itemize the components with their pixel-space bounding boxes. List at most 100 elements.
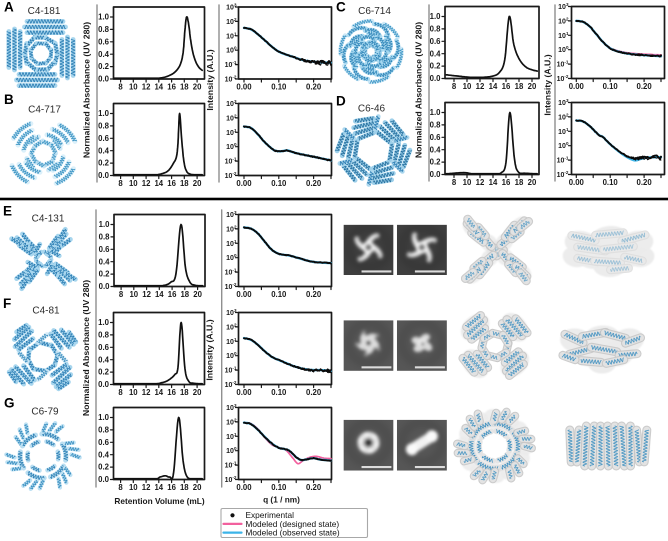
svg-text:0.6: 0.6 (98, 438, 110, 447)
svg-text:B: B (4, 92, 14, 107)
svg-text:16: 16 (167, 388, 176, 397)
svg-text:1.0: 1.0 (98, 318, 110, 327)
svg-text:0.2: 0.2 (98, 463, 110, 472)
svg-text:10-2: 10-2 (225, 171, 237, 180)
svg-text:14: 14 (154, 179, 163, 188)
svg-text:12: 12 (476, 82, 485, 91)
svg-text:100: 100 (226, 46, 237, 55)
svg-text:8: 8 (118, 483, 123, 492)
svg-text:103: 103 (226, 403, 237, 412)
svg-text:0.00: 0.00 (569, 82, 585, 91)
svg-text:16: 16 (167, 483, 176, 492)
svg-text:0.6: 0.6 (98, 37, 110, 46)
svg-text:14: 14 (489, 82, 498, 91)
svg-text:0.0: 0.0 (98, 475, 110, 484)
svg-text:0.0: 0.0 (430, 74, 442, 83)
svg-text:Experimental: Experimental (246, 510, 295, 520)
svg-text:102: 102 (226, 224, 237, 233)
svg-text:0.10: 0.10 (271, 290, 287, 299)
svg-text:Intensity (A.U.): Intensity (A.U.) (543, 54, 553, 115)
svg-text:102: 102 (226, 113, 237, 122)
svg-text:0.4: 0.4 (99, 257, 111, 266)
svg-text:16: 16 (167, 179, 176, 188)
svg-text:Intensity (A.U.): Intensity (A.U.) (205, 319, 215, 380)
svg-text:Normalized Absorbance (UV 280): Normalized Absorbance (UV 280) (81, 280, 91, 416)
svg-text:0.0: 0.0 (98, 75, 110, 84)
svg-text:100: 100 (558, 45, 569, 54)
svg-text:10-1: 10-1 (225, 461, 237, 470)
svg-text:0.10: 0.10 (271, 179, 287, 188)
svg-text:0.6: 0.6 (98, 343, 110, 352)
svg-text:14: 14 (489, 178, 498, 187)
svg-text:102: 102 (226, 17, 237, 26)
svg-text:A: A (4, 0, 14, 15)
svg-text:102: 102 (226, 322, 237, 331)
svg-text:8: 8 (118, 388, 123, 397)
svg-text:0.2: 0.2 (430, 158, 442, 167)
svg-text:8: 8 (118, 83, 123, 92)
svg-text:18: 18 (180, 388, 189, 397)
svg-text:102: 102 (558, 16, 569, 25)
svg-text:103: 103 (558, 98, 569, 107)
svg-text:0.20: 0.20 (637, 82, 653, 91)
svg-text:20: 20 (193, 179, 202, 188)
svg-text:102: 102 (226, 417, 237, 426)
svg-text:F: F (3, 296, 11, 311)
svg-text:1.0: 1.0 (99, 220, 111, 229)
svg-text:0.2: 0.2 (98, 368, 110, 377)
svg-text:0.4: 0.4 (430, 49, 442, 58)
svg-text:0.00: 0.00 (236, 483, 252, 492)
svg-text:10-1: 10-1 (225, 366, 237, 375)
svg-text:0.20: 0.20 (306, 83, 322, 92)
svg-text:18: 18 (180, 179, 189, 188)
svg-text:102: 102 (558, 112, 569, 121)
svg-text:1.0: 1.0 (98, 413, 110, 422)
svg-text:0.6: 0.6 (430, 37, 442, 46)
svg-text:16: 16 (502, 178, 511, 187)
svg-text:20: 20 (528, 178, 537, 187)
svg-text:101: 101 (558, 31, 569, 40)
svg-text:0.0: 0.0 (99, 282, 111, 291)
svg-text:0.8: 0.8 (98, 122, 110, 131)
svg-text:10: 10 (129, 83, 138, 92)
svg-text:10-1: 10-1 (225, 268, 237, 277)
svg-text:10: 10 (129, 179, 138, 188)
svg-text:103: 103 (226, 99, 237, 108)
svg-text:18: 18 (180, 290, 189, 299)
svg-text:10: 10 (463, 82, 472, 91)
svg-text:10: 10 (463, 178, 472, 187)
svg-text:0.4: 0.4 (98, 450, 110, 459)
svg-text:16: 16 (167, 83, 176, 92)
svg-text:14: 14 (154, 388, 163, 397)
svg-text:0.20: 0.20 (306, 483, 322, 492)
svg-text:14: 14 (154, 83, 163, 92)
svg-text:C4-717: C4-717 (28, 105, 61, 116)
svg-text:1.0: 1.0 (430, 12, 442, 21)
svg-text:101: 101 (226, 432, 237, 441)
svg-text:103: 103 (226, 210, 237, 219)
svg-text:14: 14 (154, 483, 163, 492)
svg-text:Normalized Absorbance (UV 280): Normalized Absorbance (UV 280) (414, 22, 424, 158)
svg-text:1.0: 1.0 (98, 109, 110, 118)
svg-text:1.0: 1.0 (430, 108, 442, 117)
svg-text:18: 18 (180, 83, 189, 92)
svg-text:0.4: 0.4 (98, 50, 110, 59)
svg-text:12: 12 (142, 388, 151, 397)
svg-text:8: 8 (452, 82, 457, 91)
svg-text:C6-714: C6-714 (358, 6, 391, 17)
svg-text:0.6: 0.6 (98, 134, 110, 143)
svg-text:12: 12 (476, 178, 485, 187)
svg-text:100: 100 (226, 253, 237, 262)
svg-text:0.00: 0.00 (236, 83, 252, 92)
svg-text:0.8: 0.8 (98, 331, 110, 340)
svg-text:10: 10 (129, 483, 138, 492)
svg-text:0.0: 0.0 (430, 170, 442, 179)
svg-text:101: 101 (226, 128, 237, 137)
svg-text:0.8: 0.8 (98, 25, 110, 34)
svg-text:0.20: 0.20 (306, 388, 322, 397)
svg-text:10-2: 10-2 (225, 475, 237, 484)
svg-text:0.10: 0.10 (271, 483, 287, 492)
svg-text:G: G (4, 396, 15, 411)
svg-text:0.8: 0.8 (430, 25, 442, 34)
svg-text:20: 20 (193, 290, 202, 299)
